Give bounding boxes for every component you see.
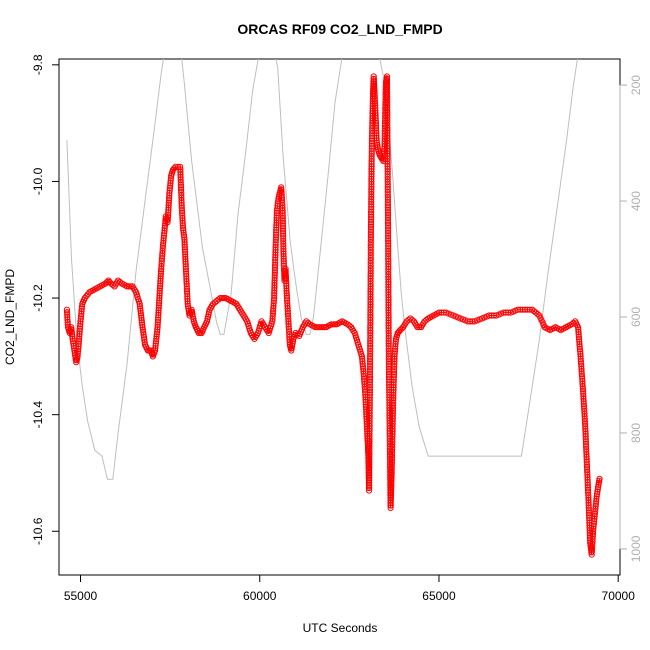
y2-tick-label: 600 bbox=[629, 307, 643, 327]
pressure-line bbox=[66, 59, 578, 480]
y2-tick-label: 1000 bbox=[629, 535, 643, 562]
data-point bbox=[152, 347, 159, 354]
data-point bbox=[486, 312, 493, 319]
data-point bbox=[596, 475, 603, 482]
data-point bbox=[595, 483, 602, 491]
data-point bbox=[409, 316, 416, 323]
data-point bbox=[137, 307, 144, 314]
chart-title: ORCAS RF09 CO2_LND_FMPD bbox=[237, 21, 442, 37]
data-point bbox=[288, 347, 295, 354]
x-axis: 55000 60000 65000 70000 bbox=[64, 574, 636, 603]
data-point bbox=[153, 333, 160, 340]
data-point bbox=[289, 338, 297, 345]
data-point bbox=[180, 232, 187, 239]
plot-area bbox=[58, 58, 621, 576]
data-point bbox=[373, 137, 380, 144]
y-axis-title: CO2_LND_FMPD bbox=[3, 269, 17, 365]
data-point bbox=[215, 296, 222, 303]
y-tick-label: -10.2 bbox=[31, 284, 45, 312]
data-point bbox=[190, 315, 197, 323]
data-point bbox=[69, 335, 76, 342]
y2-axis: 200 400 600 800 1000 bbox=[619, 75, 643, 562]
y2-tick-label: 400 bbox=[629, 191, 643, 211]
data-point bbox=[374, 144, 381, 151]
data-point bbox=[103, 278, 111, 286]
data-point bbox=[171, 165, 178, 172]
y2-tick-label: 800 bbox=[629, 423, 643, 443]
data-point bbox=[331, 321, 339, 328]
data-point bbox=[321, 324, 328, 331]
y-tick-label: -10.0 bbox=[31, 167, 45, 195]
data-point bbox=[179, 225, 187, 232]
x-tick-label: 65000 bbox=[422, 589, 456, 603]
x-tick-label: 70000 bbox=[602, 589, 636, 603]
data-point bbox=[136, 300, 143, 307]
data-point bbox=[167, 175, 174, 182]
co2-line bbox=[66, 76, 601, 555]
data-point bbox=[373, 139, 381, 146]
data-point bbox=[392, 338, 399, 345]
y-tick-label: -10.4 bbox=[31, 401, 45, 429]
data-point bbox=[138, 314, 145, 321]
data-point bbox=[275, 198, 282, 205]
data-point bbox=[594, 488, 601, 495]
x-tick-label: 55000 bbox=[64, 589, 98, 603]
data-point bbox=[374, 141, 381, 149]
x-tick-label: 60000 bbox=[243, 589, 277, 603]
data-point bbox=[220, 295, 227, 302]
data-point bbox=[289, 340, 296, 347]
y2-tick-label: 200 bbox=[629, 75, 643, 95]
y-tick-label: -9.8 bbox=[31, 54, 45, 75]
data-point bbox=[405, 316, 412, 323]
co2-series bbox=[63, 73, 603, 558]
data-point bbox=[464, 318, 471, 325]
data-point bbox=[526, 306, 533, 313]
data-point bbox=[68, 328, 75, 335]
y-tick-label: -10.6 bbox=[31, 517, 45, 545]
x-axis-title: UTC Seconds bbox=[303, 621, 378, 635]
data-point bbox=[184, 300, 191, 307]
y-axis: -10.6 -10.4 -10.2 -10.0 -9.8 bbox=[31, 54, 60, 545]
pressure-series bbox=[66, 59, 578, 480]
data-point bbox=[152, 340, 159, 347]
